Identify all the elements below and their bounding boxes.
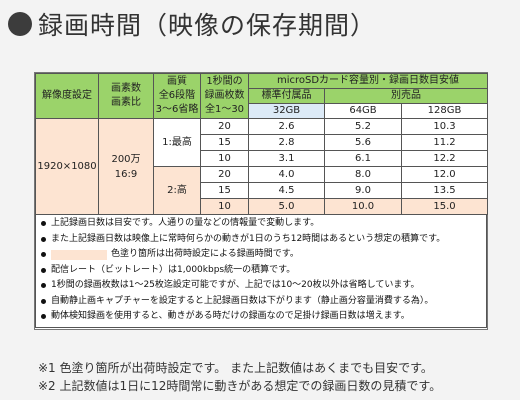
value-64gb: 6.1 [324, 150, 402, 167]
value-32gb: 4.0 [248, 166, 325, 183]
table-row-default: 10 5.0 10.0 15.0 [36, 198, 489, 215]
value-32gb: 2.8 [248, 134, 325, 151]
footnote-1: ※1 色塗り箇所が出荷時設定です。 また上記数値はあくまでも目安です。 [38, 361, 433, 375]
table-row: 1920×1080 200万 16:9 1:最高 20 2.6 5.2 10.3 [35, 118, 489, 215]
page-header: 録画時間（映像の保存期間） [8, 4, 376, 44]
list-item: また上記録画日数は映像上に常時何らかの動きが1日のうち12時間はあるという想定の… [40, 232, 482, 248]
value-64gb: 5.2 [324, 118, 402, 135]
value-128gb: 10.3 [400, 118, 489, 135]
value-128gb: 13.5 [400, 182, 489, 199]
header-pixels: 画素数 画素比 [98, 73, 154, 119]
recording-table-panel: 解像度設定 画素数 画素比 画質 全6段階 3〜6省略 1秒間の 録画枚数 全1〜30 m… [34, 72, 489, 330]
list-item: 配信レート（ビットレート）は1,000kbps統一の積算です。 [40, 263, 482, 279]
quality-cell: 1:最高 [153, 118, 201, 167]
header-128gb: 128GB [400, 103, 489, 119]
header-quality: 画質 全6段階 3〜6省略 [153, 73, 201, 119]
fps-cell: 10 [200, 150, 249, 167]
table-row: 15 4.5 9.0 13.5 [36, 182, 489, 199]
resolution-cell: 1920×1080 [35, 118, 99, 215]
value-64gb: 8.0 [324, 166, 402, 183]
fps-cell: 15 [200, 182, 249, 199]
value-64gb: 10.0 [324, 198, 402, 215]
pixels-cell: 200万 16:9 [98, 118, 154, 215]
bullet-icon [41, 236, 46, 242]
value-128gb: 15.0 [400, 198, 489, 215]
footnote-2: ※2 上記数値は1日に12時間常に動きがある想定での録画日数の見積です。 [38, 379, 442, 393]
header-resolution: 解像度設定 [35, 73, 99, 119]
fps-cell: 20 [200, 166, 249, 183]
bullet-icon [41, 221, 46, 227]
fps-cell: 20 [200, 118, 249, 135]
fps-cell: 10 [200, 198, 249, 215]
header-separate: 別売品 [323, 88, 489, 104]
color-swatch [51, 249, 107, 260]
value-128gb: 12.0 [400, 166, 489, 183]
recording-time-table: 解像度設定 画素数 画素比 画質 全6段階 3〜6省略 1秒間の 録画枚数 全1〜30 m… [35, 73, 489, 215]
header-fps: 1秒間の 録画枚数 全1〜30 [200, 73, 249, 119]
list-item: 色塗り箇所は出荷時設定による録画時間です。 [40, 247, 482, 263]
header-32gb: 32GB [248, 103, 325, 119]
value-64gb: 5.6 [324, 134, 402, 151]
quality-cell: 2:高 [153, 166, 201, 215]
value-32gb: 5.0 [248, 198, 325, 215]
value-32gb: 3.1 [248, 150, 325, 167]
value-32gb: 4.5 [248, 182, 325, 199]
fps-cell: 15 [200, 134, 249, 151]
bullet-icon [41, 267, 46, 273]
footnotes: ※1 色塗り箇所が出荷時設定です。 また上記数値はあくまでも目安です。 ※2 上… [38, 359, 441, 395]
bullet-icon [41, 298, 46, 304]
header-capacity-group: microSDカード容量別・録画日数目安値 [247, 73, 489, 89]
header-64gb: 64GB [324, 103, 402, 119]
value-128gb: 12.2 [400, 150, 489, 167]
value-128gb: 11.2 [400, 134, 489, 151]
list-item: 動体検知録画を使用すると、動きがある時だけの録画なので足掛け録画日数は増えます。 [40, 309, 482, 325]
header-bundled: 標準付属品 [248, 88, 325, 104]
page-title: 録画時間（映像の保存期間） [38, 11, 377, 40]
bullet-icon [41, 252, 46, 258]
bullet-icon [41, 314, 46, 320]
list-item: 上記録画日数は目安です。人通りの量などの情報量で変動します。 [40, 216, 482, 232]
notes-list: 上記録画日数は目安です。人通りの量などの情報量で変動します。 また上記録画日数は… [35, 215, 487, 328]
value-64gb: 9.0 [324, 182, 402, 199]
table-row: 10 3.1 6.1 12.2 [36, 150, 489, 167]
list-item: 自動静止画キャプチャーを設定すると上記録画日数は下がります（静止画分容量消費する… [40, 294, 482, 310]
bullet-icon [41, 283, 46, 289]
list-item: 1秒間の録画枚数は1〜25枚迄設定可能ですが、上記では10〜20枚以外は省略して… [40, 278, 482, 294]
value-32gb: 2.6 [248, 118, 325, 135]
title-bullet-icon [8, 12, 32, 36]
